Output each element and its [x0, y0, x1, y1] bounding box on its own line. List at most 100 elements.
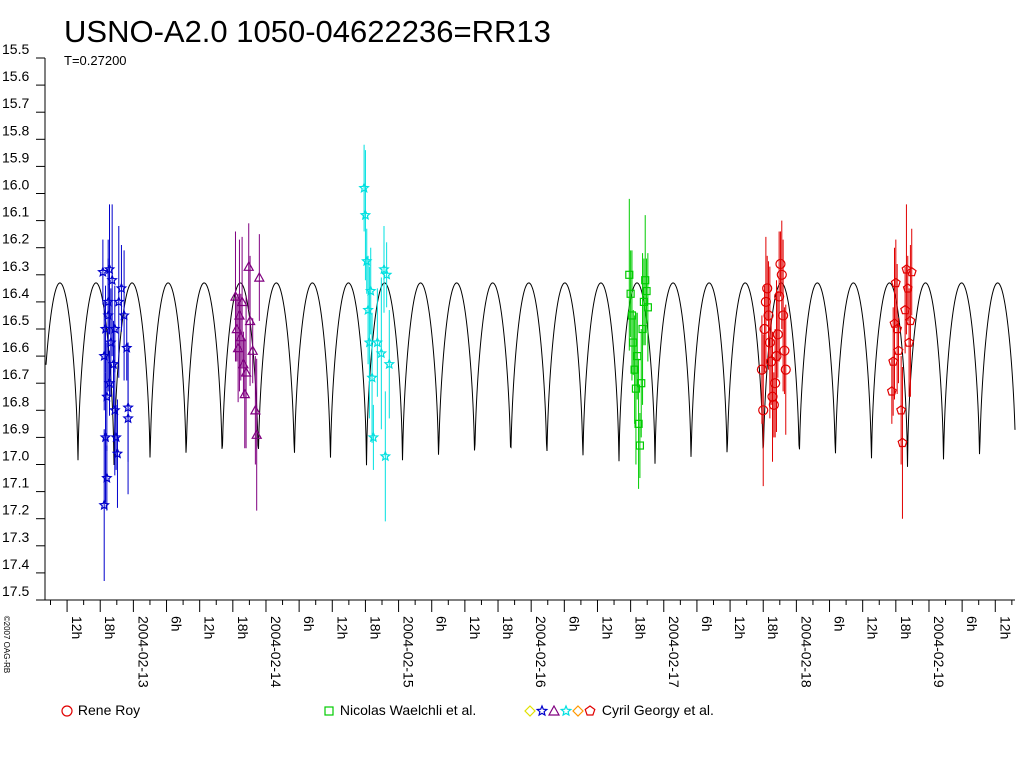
data-point: [107, 358, 120, 370]
x-tick-label: 12h: [865, 616, 881, 639]
data-point: [896, 405, 907, 415]
data-point: [774, 291, 785, 302]
legend-marker-icon: [559, 704, 573, 717]
data-point: [97, 266, 109, 277]
data-point: [101, 390, 113, 402]
y-tick-label: 16.9: [2, 420, 29, 436]
data-point: [240, 366, 252, 377]
x-tick-label: 12h: [467, 616, 483, 639]
data-point: [893, 345, 904, 355]
data-point: [112, 295, 125, 307]
y-tick-label: 16.8: [2, 393, 29, 409]
y-tick-label: 16.1: [2, 204, 29, 220]
data-point: [638, 324, 647, 334]
x-tick-label: 18h: [633, 616, 649, 639]
x-tick-label: 6h: [699, 616, 715, 632]
x-tick-label: 18h: [102, 616, 118, 639]
data-point: [643, 303, 652, 312]
data-point: [760, 296, 771, 307]
y-tick-label: 16.5: [2, 312, 29, 328]
data-point: [122, 412, 134, 424]
x-tick-label: 2004-02-14: [268, 616, 284, 688]
data-point: [118, 309, 130, 321]
chart-title: USNO-A2.0 1050-04622236=RR13: [64, 14, 551, 49]
x-tick-label: 2004-02-17: [666, 616, 682, 688]
x-tick-label: 18h: [500, 616, 516, 639]
model-light-curve: [45, 282, 1016, 467]
data-point: [776, 269, 787, 280]
legend-item-rene-roy: Rene Roy: [60, 702, 140, 718]
legend-label: Nicolas Waelchli et al.: [339, 702, 477, 718]
x-tick-label: 6h: [169, 616, 185, 632]
data-point: [371, 336, 384, 348]
x-tick-label: 12h: [69, 616, 85, 639]
legend-marker-icon: [572, 705, 584, 718]
y-tick-label: 15.7: [2, 95, 29, 111]
data-point: [239, 388, 251, 399]
data-point: [121, 341, 133, 353]
y-tick-label: 15.5: [2, 41, 29, 57]
x-tick-label: 12h: [202, 616, 218, 639]
data-point: [641, 276, 650, 285]
data-point: [626, 289, 635, 298]
y-tick-label: 17.5: [2, 583, 29, 599]
y-tick-label: 16.0: [2, 177, 29, 193]
data-point: [383, 358, 396, 370]
data-point: [358, 182, 370, 193]
x-tick-label: 2004-02-16: [533, 616, 549, 688]
data-point: [102, 295, 115, 307]
square-marker-icon: [324, 706, 334, 716]
data-point: [906, 266, 917, 277]
data-point: [251, 428, 263, 439]
data-point: [642, 286, 651, 296]
data-point: [98, 350, 111, 361]
legend-marker-icon: [584, 705, 596, 716]
y-tick-label: 16.2: [2, 231, 29, 247]
data-point: [105, 336, 117, 348]
data-point: [361, 255, 373, 267]
data-point: [771, 351, 782, 362]
data-point: [637, 379, 646, 388]
data-point: [625, 270, 634, 279]
data-point: [779, 345, 790, 356]
legend-marker-icon: [535, 704, 549, 717]
x-tick-label: 18h: [898, 616, 914, 639]
legend-label: Rene Roy: [77, 702, 141, 718]
data-point: [758, 405, 769, 416]
data-point: [762, 283, 773, 294]
y-tick-label: 17.0: [2, 448, 29, 464]
data-point: [378, 263, 390, 275]
data-point: [759, 323, 770, 335]
data-point: [379, 450, 392, 462]
x-tick-label: 6h: [832, 616, 848, 632]
data-point: [366, 371, 378, 383]
x-tick-label: 6h: [301, 616, 317, 632]
data-point: [756, 364, 767, 375]
x-tick-label: 2004-02-13: [135, 616, 151, 688]
circle-marker-icon: [61, 705, 73, 717]
chart-subtitle: T=0.27200: [64, 53, 127, 68]
y-tick-label: 17.3: [2, 529, 29, 545]
y-tick-label: 16.4: [2, 285, 29, 301]
x-tick-label: 6h: [434, 616, 450, 632]
data-point: [106, 274, 118, 286]
data-point: [247, 344, 259, 355]
data-point: [367, 431, 380, 443]
data-point: [103, 263, 116, 275]
data-point: [375, 347, 388, 359]
data-point: [905, 315, 916, 326]
data-point: [249, 404, 261, 415]
data-point: [770, 378, 781, 389]
x-tick-label: 6h: [964, 616, 980, 632]
legend-label: Cyril Georgy et al.: [601, 702, 714, 718]
x-tick-label: 12h: [334, 616, 350, 639]
data-point: [778, 310, 789, 321]
data-point: [766, 356, 777, 367]
data-point: [780, 364, 791, 375]
data-point: [243, 260, 255, 271]
x-tick-label: 12h: [599, 616, 615, 639]
x-tick-label: 12h: [997, 616, 1013, 639]
multi-marker-icon: [524, 704, 596, 718]
x-tick-label: 6h: [566, 616, 582, 632]
data-point: [99, 431, 112, 443]
